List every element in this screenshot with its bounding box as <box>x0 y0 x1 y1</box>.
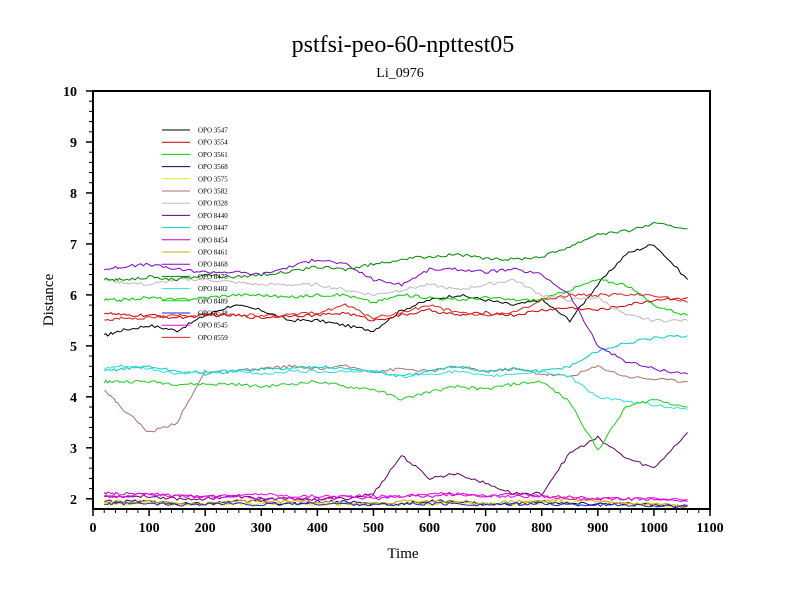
y-tick-label: 6 <box>70 289 77 304</box>
x-tick-label: 1100 <box>696 521 723 536</box>
legend-label-opo-8482: OPO 8482 <box>198 285 228 293</box>
series-lines <box>103 221 688 509</box>
x-axis: 0 100 200 300 400 500 600 700 800 900 1000 1100 <box>90 509 724 536</box>
plot-frame <box>92 90 711 510</box>
y-tick-label: 8 <box>70 187 77 202</box>
series-line-opo-8447 <box>103 334 688 378</box>
legend-label-opo-8447: OPO 8447 <box>198 224 228 232</box>
series-line-opo-8545 <box>103 491 688 501</box>
series-line-opo-3554 <box>104 297 688 322</box>
x-tick-label: 800 <box>531 521 552 536</box>
x-tick-label: 100 <box>139 521 160 536</box>
x-tick-label: 900 <box>587 521 608 536</box>
y-tick-label: 10 <box>63 85 77 100</box>
x-axis-label: Time <box>387 546 418 562</box>
series-line-opo-3547 <box>104 244 688 337</box>
legend-label-opo-8328: OPO 8328 <box>198 200 228 208</box>
legend-label-opo-3547: OPO 3547 <box>198 127 228 135</box>
plot-area <box>92 90 711 510</box>
legend-label-opo-8489: OPO 8489 <box>198 297 228 305</box>
y-tick-label: 7 <box>70 238 77 253</box>
x-tick-label: 0 <box>90 521 97 536</box>
x-tick-label: 200 <box>195 521 216 536</box>
x-tick-label: 300 <box>251 521 272 536</box>
legend-label-opo-8475: OPO 8475 <box>198 273 228 281</box>
y-tick-label: 9 <box>70 136 77 151</box>
y-axis-label: Distance <box>41 273 57 326</box>
x-tick-label: 400 <box>307 521 328 536</box>
series-line-opo-8454 <box>103 491 688 503</box>
series-line-opo-3582 <box>104 364 688 433</box>
legend-label-opo-3561: OPO 3561 <box>198 151 228 159</box>
legend-label-opo-3575: OPO 3575 <box>198 175 228 183</box>
series-line-opo-8482 <box>104 364 688 411</box>
series-line-opo-3561 <box>103 278 688 316</box>
chart-title: pstfsi-peo-60-npttest05 <box>292 32 515 58</box>
legend-label-opo-8559: OPO 8559 <box>198 334 228 342</box>
series-line-opo-8468 <box>104 258 688 375</box>
x-tick-label: 600 <box>419 521 440 536</box>
chart-subtitle: Li_0976 <box>376 66 423 81</box>
x-tick-label: 1000 <box>640 521 668 536</box>
series-line-opo-8440 <box>104 432 688 501</box>
legend-label-opo-3554: OPO 3554 <box>198 139 228 147</box>
y-tick-label: 5 <box>70 340 77 355</box>
legend-label-opo-8440: OPO 8440 <box>198 212 228 220</box>
series-line-opo-8559 <box>104 292 688 322</box>
legend: OPO 3547 OPO 3554 OPO 3561 OPO 3568 OPO 3575… <box>162 127 228 342</box>
x-tick-label: 700 <box>475 521 496 536</box>
series-line-opo-8538 <box>104 501 688 509</box>
y-tick-label: 4 <box>70 391 77 406</box>
x-tick-label: 500 <box>363 521 384 536</box>
legend-label-opo-3582: OPO 3582 <box>198 188 228 196</box>
legend-label-opo-8538: OPO 8538 <box>198 310 228 318</box>
y-axis: 2 3 4 5 6 7 8 9 10 <box>63 85 93 508</box>
legend-label-opo-8454: OPO 8454 <box>198 236 228 244</box>
y-tick-label: 3 <box>70 442 77 457</box>
series-line-opo-8328 <box>103 277 688 323</box>
legend-label-opo-8468: OPO 8468 <box>198 261 228 269</box>
legend-label-opo-3568: OPO 3568 <box>198 163 228 171</box>
series-line-opo-8489 <box>103 379 688 451</box>
legend-label-opo-8545: OPO 8545 <box>198 322 228 330</box>
y-tick-label: 2 <box>70 493 77 508</box>
series-line-opo-8475 <box>103 221 688 282</box>
legend-label-opo-8461: OPO 8461 <box>198 249 228 257</box>
